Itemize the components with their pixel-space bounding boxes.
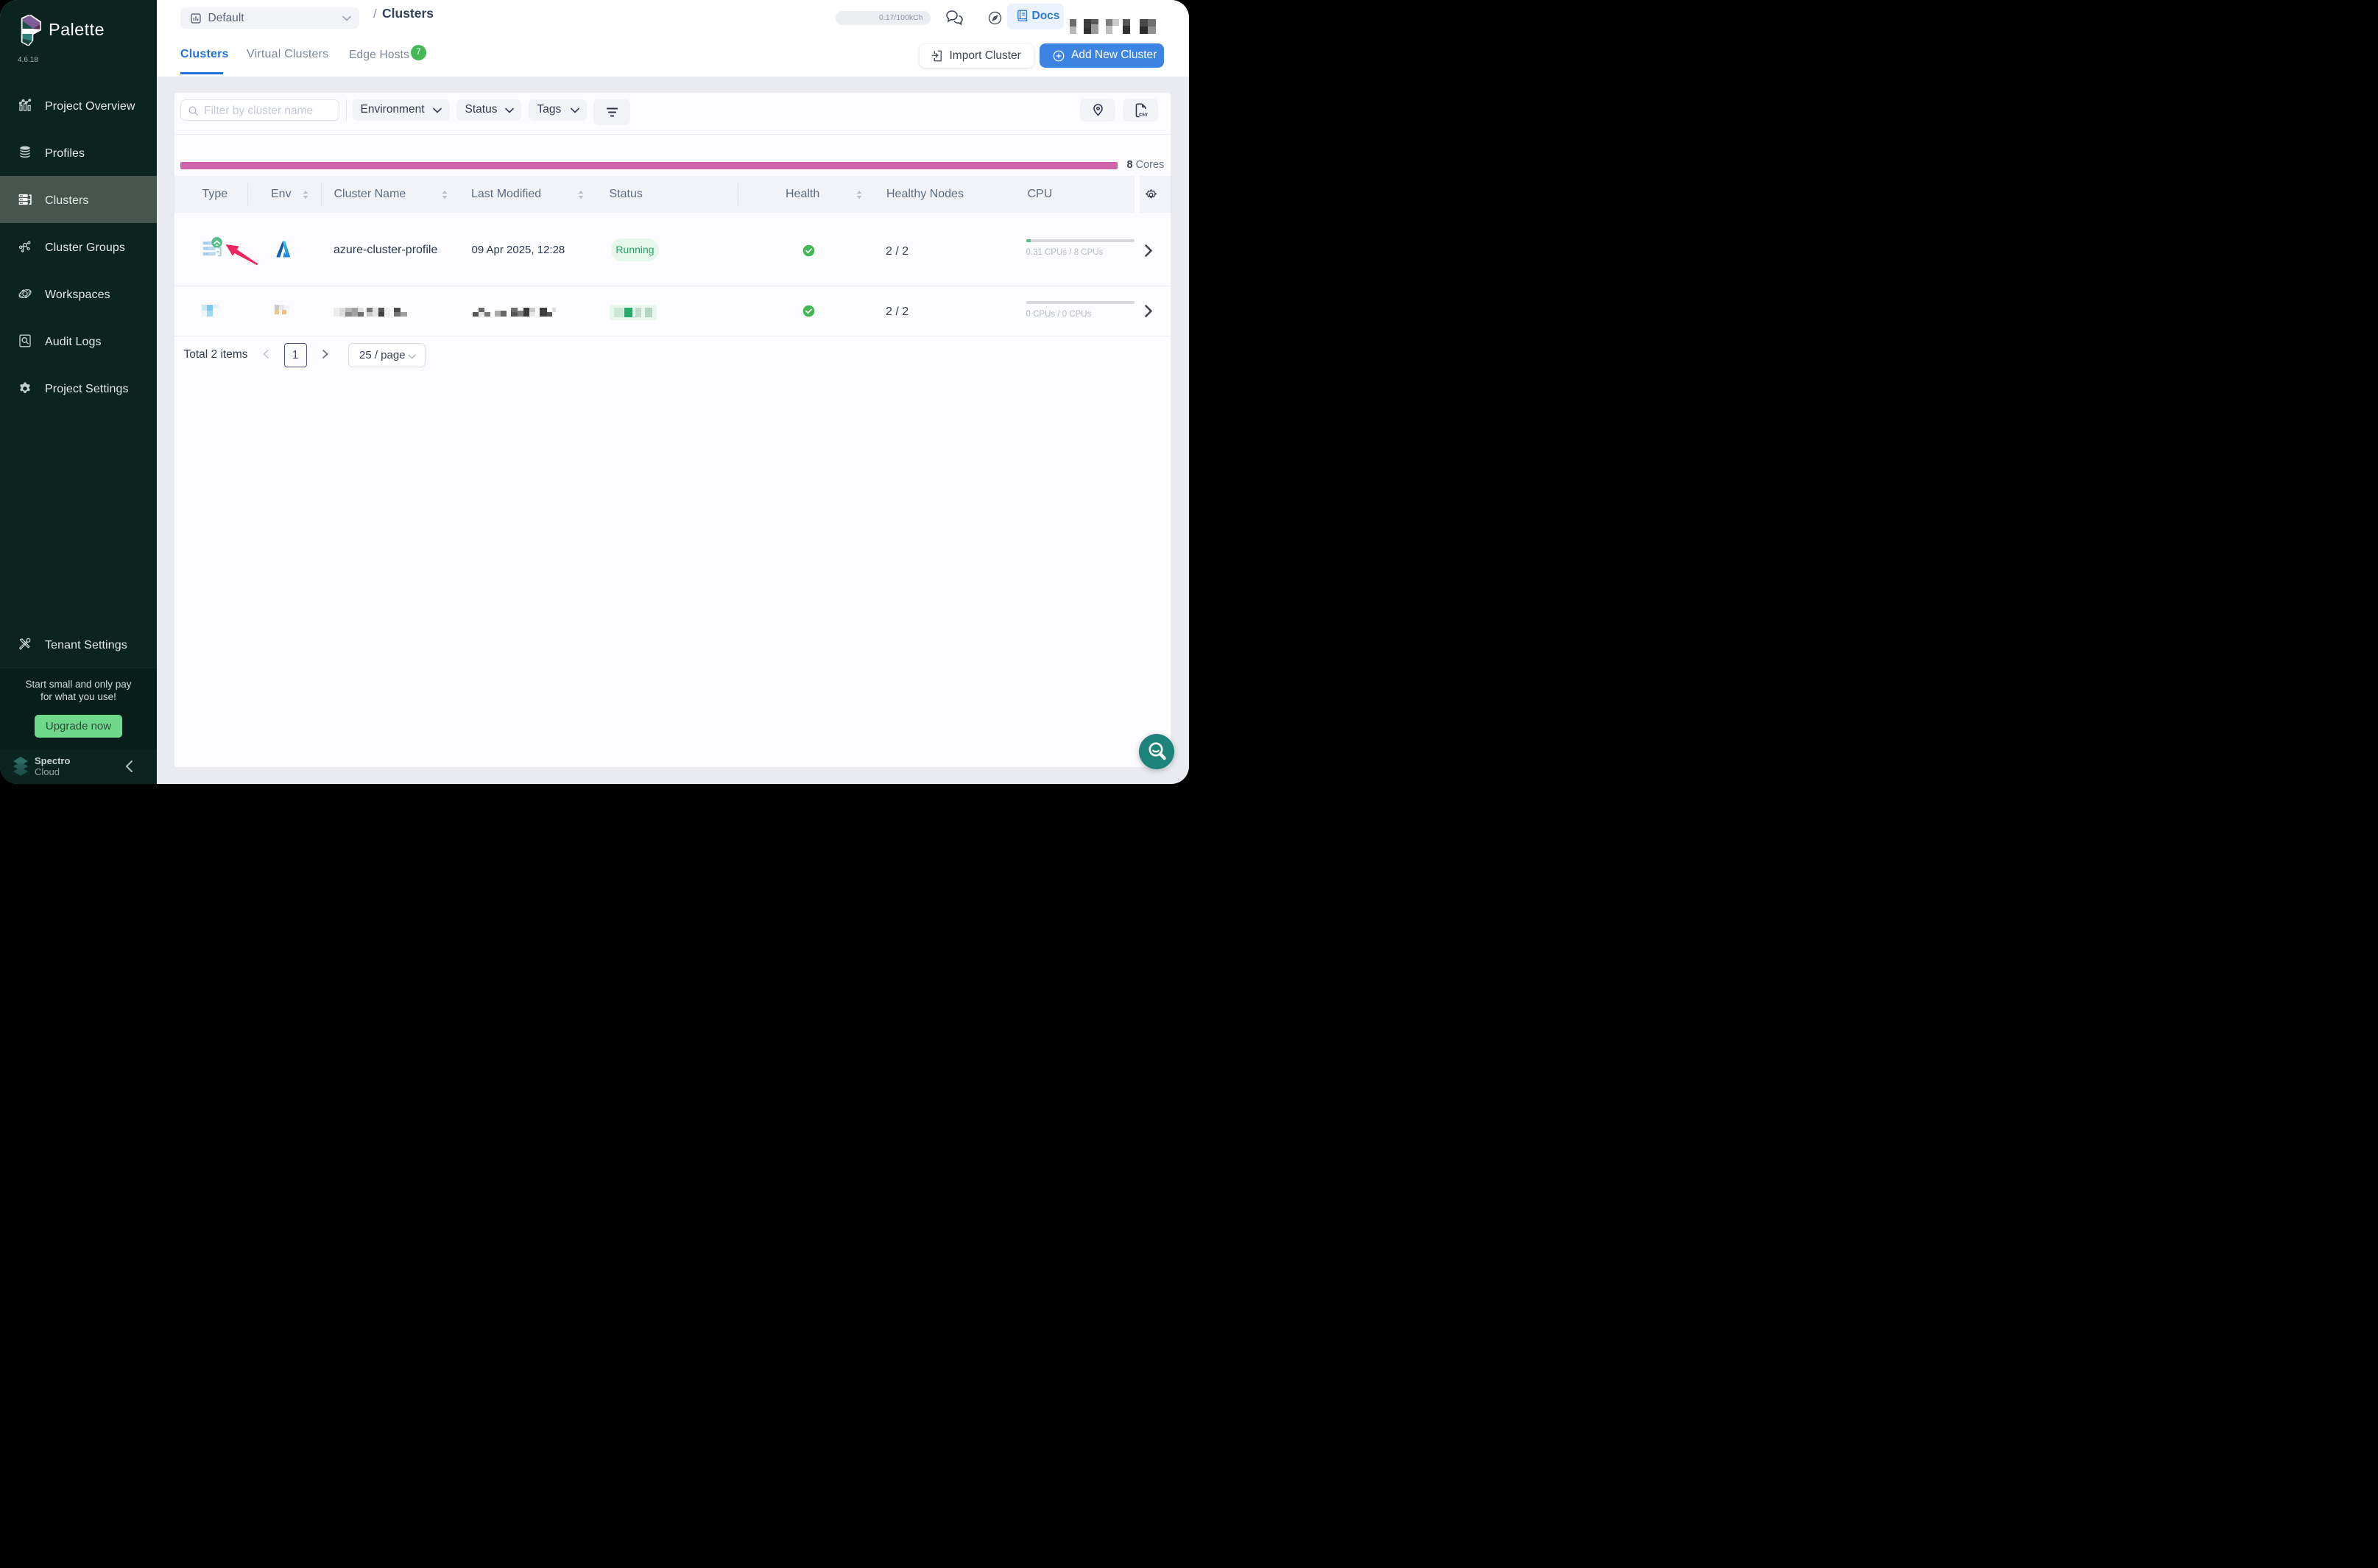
- svg-text:csv: csv: [1139, 112, 1148, 117]
